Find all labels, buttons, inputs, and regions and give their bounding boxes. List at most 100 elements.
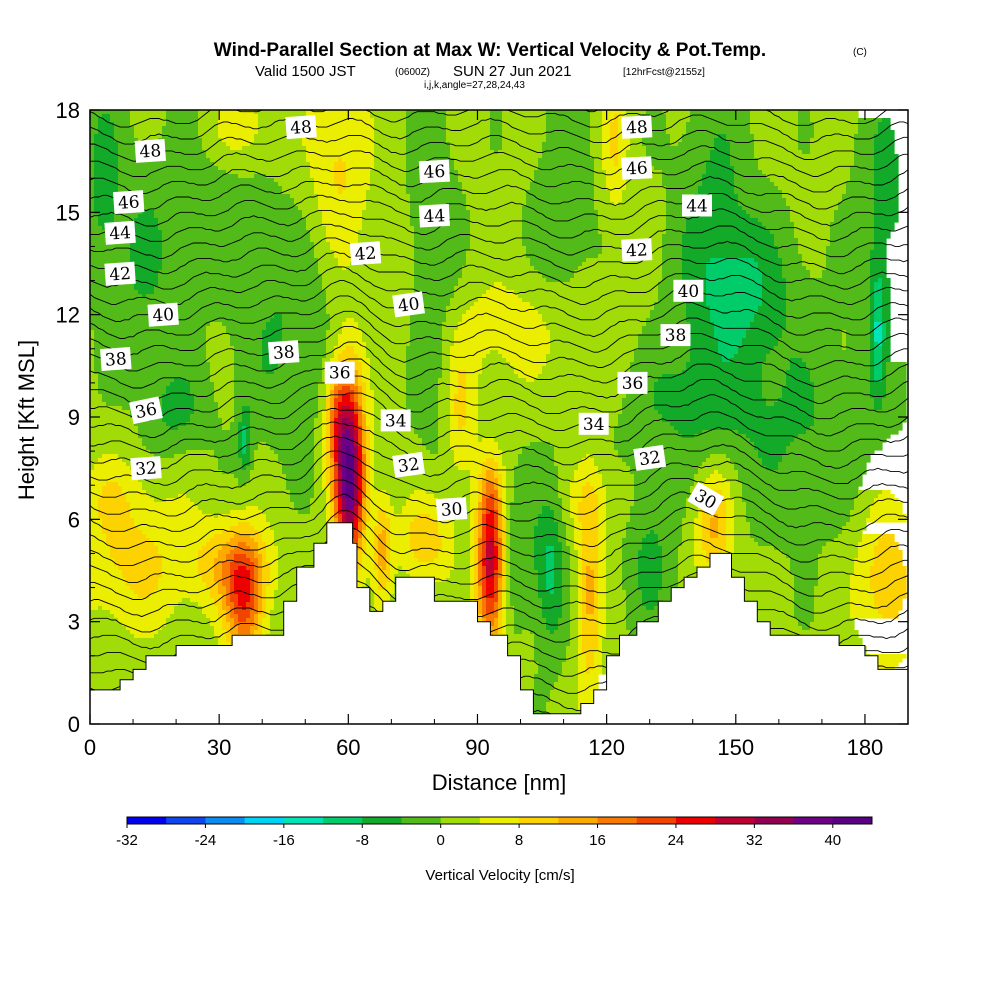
velocity-cell bbox=[354, 482, 359, 487]
velocity-cell bbox=[374, 394, 407, 399]
velocity-cell bbox=[794, 582, 819, 587]
velocity-cell bbox=[278, 358, 323, 363]
velocity-cell bbox=[598, 218, 667, 223]
velocity-cell bbox=[90, 166, 95, 171]
velocity-cell bbox=[886, 330, 891, 335]
velocity-cell bbox=[238, 434, 243, 439]
velocity-cell bbox=[510, 518, 539, 523]
velocity-cell bbox=[90, 162, 95, 167]
velocity-cell bbox=[438, 530, 455, 535]
velocity-cell bbox=[478, 414, 619, 419]
velocity-cell bbox=[610, 122, 619, 127]
velocity-cell bbox=[470, 242, 523, 247]
velocity-cell bbox=[706, 270, 763, 275]
contour-label-box bbox=[660, 324, 691, 347]
velocity-cell bbox=[562, 570, 571, 575]
velocity-cell bbox=[870, 278, 879, 283]
velocity-cell bbox=[90, 586, 131, 591]
velocity-cell bbox=[678, 574, 699, 579]
velocity-cell bbox=[718, 530, 727, 535]
velocity-cell bbox=[814, 590, 851, 595]
velocity-cell bbox=[522, 218, 599, 223]
velocity-cell bbox=[206, 350, 235, 355]
velocity-cell bbox=[150, 538, 211, 543]
velocity-cell bbox=[326, 294, 415, 299]
velocity-cell bbox=[330, 454, 335, 459]
velocity-cell bbox=[578, 462, 595, 467]
velocity-cell bbox=[562, 662, 579, 667]
velocity-cell bbox=[90, 638, 219, 643]
subtitle-zulu: (0600Z) bbox=[395, 67, 430, 78]
velocity-cell bbox=[322, 282, 415, 287]
velocity-cell bbox=[486, 474, 495, 479]
velocity-cell bbox=[98, 126, 115, 131]
velocity-cell bbox=[354, 486, 359, 491]
velocity-cell bbox=[414, 262, 467, 267]
velocity-cell bbox=[786, 318, 871, 323]
contour-label-text: 46 bbox=[626, 158, 649, 179]
velocity-cell bbox=[222, 570, 231, 575]
velocity-cell bbox=[358, 522, 363, 527]
colorbar-tick-label: 24 bbox=[668, 832, 685, 849]
velocity-cell bbox=[494, 470, 499, 475]
velocity-cell bbox=[450, 414, 459, 419]
velocity-cell bbox=[782, 458, 871, 463]
velocity-cell bbox=[374, 538, 379, 543]
velocity-cell bbox=[498, 150, 543, 155]
velocity-cell bbox=[678, 546, 695, 551]
velocity-cell bbox=[714, 138, 727, 143]
velocity-cell bbox=[874, 358, 883, 363]
velocity-cell bbox=[90, 406, 123, 411]
velocity-cell bbox=[366, 206, 411, 211]
velocity-cell bbox=[366, 430, 371, 435]
velocity-cell bbox=[690, 210, 747, 215]
velocity-cell bbox=[358, 498, 363, 503]
velocity-cell bbox=[682, 258, 711, 263]
velocity-cell bbox=[230, 342, 263, 347]
velocity-cell bbox=[366, 458, 371, 463]
velocity-cell bbox=[846, 190, 875, 195]
velocity-cell bbox=[606, 538, 623, 543]
velocity-cell bbox=[546, 702, 579, 707]
theta-contour bbox=[90, 295, 908, 339]
velocity-cell bbox=[438, 430, 451, 435]
velocity-cell bbox=[322, 450, 327, 455]
velocity-cell bbox=[794, 574, 819, 579]
velocity-cell bbox=[734, 190, 783, 195]
velocity-cell bbox=[98, 498, 127, 503]
velocity-cell bbox=[366, 582, 371, 587]
velocity-cell bbox=[514, 482, 559, 487]
velocity-cell bbox=[262, 534, 275, 539]
velocity-cell bbox=[494, 530, 499, 535]
theta-contour bbox=[90, 421, 908, 471]
velocity-cell bbox=[814, 418, 907, 423]
velocity-cell bbox=[162, 134, 199, 139]
velocity-cell bbox=[466, 406, 479, 411]
velocity-cell bbox=[102, 454, 119, 459]
velocity-cell bbox=[162, 254, 315, 259]
velocity-cell bbox=[478, 422, 619, 427]
velocity-cell bbox=[334, 406, 339, 411]
velocity-cell bbox=[322, 278, 415, 283]
velocity-cell bbox=[334, 518, 339, 523]
theta-contour bbox=[90, 145, 908, 177]
velocity-cell bbox=[774, 182, 847, 187]
velocity-cell bbox=[578, 666, 587, 671]
velocity-cell bbox=[266, 514, 327, 519]
velocity-cell bbox=[218, 610, 227, 615]
velocity-cell bbox=[118, 202, 295, 207]
velocity-cell bbox=[830, 234, 875, 239]
velocity-cell bbox=[882, 374, 887, 379]
velocity-cell bbox=[210, 362, 235, 367]
velocity-cell bbox=[654, 402, 767, 407]
velocity-cell bbox=[742, 342, 779, 347]
velocity-cell bbox=[498, 466, 507, 471]
velocity-cell bbox=[754, 538, 835, 543]
velocity-cell bbox=[474, 574, 479, 579]
velocity-cell bbox=[90, 218, 99, 223]
velocity-cell bbox=[450, 426, 459, 431]
velocity-cell bbox=[482, 590, 487, 595]
theta-contour bbox=[90, 375, 908, 421]
velocity-cell bbox=[662, 258, 683, 263]
velocity-cell bbox=[498, 462, 503, 467]
